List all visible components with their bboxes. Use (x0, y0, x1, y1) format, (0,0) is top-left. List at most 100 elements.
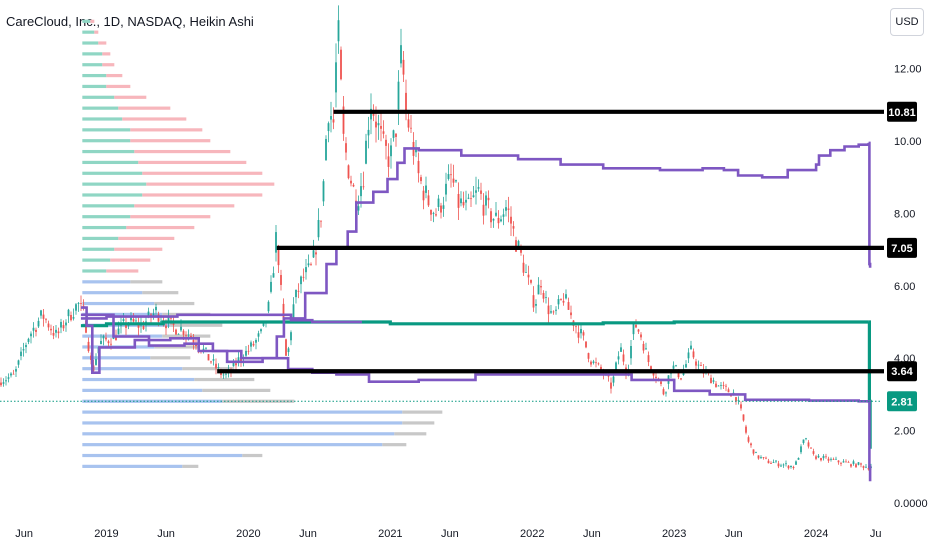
candle-body-138 (345, 143, 347, 153)
candle-body-179 (447, 174, 450, 179)
candle-body-346 (865, 466, 867, 468)
candle-body-94 (235, 363, 237, 366)
candle-body-274 (685, 364, 687, 368)
candle-body-225 (562, 300, 565, 303)
candle-body-218 (545, 297, 547, 298)
candle-body-108 (270, 281, 272, 292)
volume-profile-bar-rest-32 (182, 367, 235, 371)
candle-body-330 (825, 456, 827, 458)
candle-body-35 (87, 341, 90, 352)
volume-profile-bar-35 (82, 399, 223, 403)
candle-body-290 (725, 385, 727, 387)
volume-profile-bar-rest-1 (94, 30, 99, 34)
candle-body-64 (160, 321, 162, 322)
candle-body-164 (410, 127, 412, 129)
candle-body-220 (550, 311, 552, 313)
candle-body-264 (660, 381, 662, 384)
candle-body-301 (752, 449, 755, 454)
candle-body-271 (677, 371, 680, 378)
x-tick-8: Jun (583, 528, 601, 540)
candle-body-116 (290, 332, 292, 341)
candle-body-157 (392, 130, 395, 138)
candle-body-198 (495, 212, 497, 216)
volume-profile-bar-19 (82, 225, 127, 230)
candle-body-319 (797, 458, 800, 460)
candle-body-211 (527, 274, 530, 278)
volume-profile-bar-1 (82, 30, 95, 34)
candle-body-255 (637, 329, 640, 332)
candle-body-26 (65, 322, 67, 326)
candle-body-166 (415, 148, 417, 153)
candle-body-18 (45, 319, 47, 321)
candle-body-228 (570, 312, 572, 316)
candle-body-160 (400, 45, 402, 64)
candle-body-337 (842, 461, 845, 463)
candle-body-329 (822, 455, 825, 459)
candle-body-50 (125, 323, 127, 328)
volume-profile-bar-rest-41 (182, 464, 199, 468)
candle-body-40 (100, 340, 102, 345)
candle-body-247 (617, 356, 620, 360)
candle-body-168 (420, 177, 422, 182)
candle-body-12 (30, 333, 32, 337)
candle-body-145 (362, 186, 365, 188)
volume-profile-bar-rest-18 (130, 215, 211, 219)
candle-body-275 (687, 352, 690, 359)
volume-profile-bar-5 (82, 73, 107, 78)
price-badge-1 (887, 237, 917, 258)
candle-body-70 (175, 329, 177, 335)
candle-body-216 (540, 286, 542, 288)
purple-lower-line-drop (868, 400, 872, 482)
y-tick-3: 6.00 (894, 281, 915, 293)
candle-body-196 (490, 211, 492, 223)
candle-body-148 (370, 108, 372, 120)
price-badge-0 (887, 101, 917, 122)
purple-upper-band-line (80, 313, 362, 324)
candle-body-338 (845, 461, 847, 463)
candle-body-287 (717, 385, 720, 387)
candle-body-155 (387, 156, 390, 167)
candle-body-169 (422, 190, 425, 201)
candle-body-9 (22, 349, 25, 351)
candle-body-59 (147, 311, 150, 317)
volume-profile-bar-rest-21 (114, 247, 163, 251)
volume-profile-bar-40 (82, 453, 243, 458)
candle-body-212 (530, 280, 532, 283)
x-tick-4: Jun (299, 528, 317, 540)
candle-body-184 (460, 198, 462, 204)
x-tick-10: Jun (725, 528, 743, 540)
candle-body-44 (110, 343, 112, 345)
candle-body-7 (17, 360, 20, 365)
volume-profile-bar-rest-38 (394, 432, 427, 436)
volume-profile-bar-32 (82, 367, 183, 371)
candle-body-235 (587, 353, 590, 359)
candle-body-153 (382, 131, 385, 134)
candle-body-269 (672, 365, 675, 369)
candle-body-326 (815, 456, 817, 459)
candle-body-240 (600, 366, 602, 371)
candle-body-342 (855, 464, 857, 468)
candle-body-30 (75, 304, 77, 311)
candle-body-215 (537, 284, 540, 295)
candle-body-306 (765, 457, 767, 459)
currency-button[interactable]: USD (890, 8, 924, 36)
candle-body-139 (347, 165, 350, 179)
candle-body-280 (700, 365, 702, 367)
candle-body-260 (650, 366, 652, 371)
candle-body-4 (10, 373, 12, 376)
candle-body-259 (647, 355, 650, 363)
candle-body-231 (577, 332, 580, 338)
candle-body-201 (502, 214, 505, 217)
candle-body-308 (770, 463, 772, 464)
candle-body-28 (70, 314, 72, 321)
candle-body-178 (445, 183, 447, 195)
candle-body-270 (675, 365, 677, 367)
volume-profile-bar-33 (82, 377, 195, 382)
volume-profile-bar-rest-24 (130, 280, 163, 284)
volume-profile-bar-6 (82, 84, 107, 89)
candle-body-119 (297, 290, 300, 292)
candle-body-63 (157, 314, 160, 322)
x-tick-2: Jun (157, 528, 175, 540)
candle-body-32 (80, 303, 82, 305)
